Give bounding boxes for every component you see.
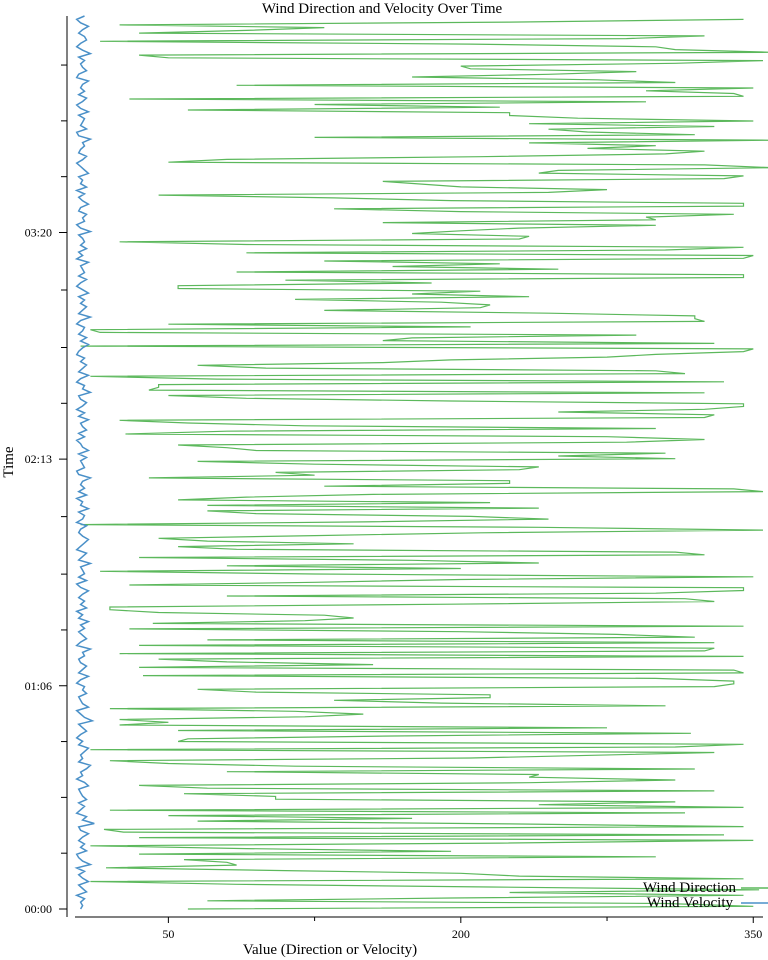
x-tick-label: 50 <box>162 927 174 941</box>
x-axis-label: Value (Direction or Velocity) <box>243 942 417 958</box>
x-tick-label: 350 <box>744 927 762 941</box>
y-tick-label: 02:13 <box>25 452 52 466</box>
x-tick-label: 200 <box>452 927 470 941</box>
y-tick-label: 03:20 <box>25 225 52 239</box>
series-group <box>74 15 768 910</box>
y-axis-ticks: 00:00 01:06 02:13 03:20 <box>25 64 67 916</box>
y-axis-label: Time <box>1 446 17 477</box>
series-line-wind-velocity <box>74 15 95 910</box>
legend-label-wind-direction: Wind Direction <box>643 880 737 896</box>
y-tick-label: 01:06 <box>25 679 52 693</box>
x-axis-ticks: 50 200 350 <box>162 917 762 941</box>
y-tick-label: 00:00 <box>25 902 52 916</box>
series-line-wind-direction <box>80 18 768 910</box>
chart-title: Wind Direction and Velocity Over Time <box>262 1 503 17</box>
legend-label-wind-velocity: Wind Velocity <box>647 895 734 911</box>
legend: Wind Direction Wind Velocity <box>643 880 768 911</box>
